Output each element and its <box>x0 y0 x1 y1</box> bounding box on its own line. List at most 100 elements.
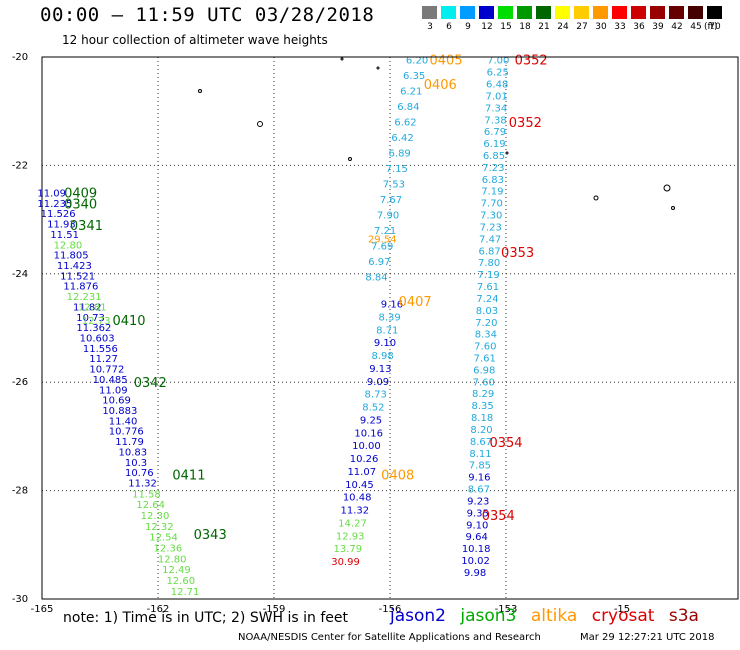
wave-height-value: 10.485 <box>93 375 128 386</box>
wave-height-value: 11.58 <box>132 489 161 500</box>
wave-height-value: 11.07 <box>347 467 376 478</box>
wave-height-value: 8.35 <box>471 401 493 412</box>
wave-height-value: 9.16 <box>468 473 490 484</box>
satellite-legend: jason2 jason3 altika cryosat s3a <box>390 606 708 626</box>
color-swatch <box>555 6 570 19</box>
map-subtitle: 12 hour collection of altimeter wave hei… <box>62 33 328 47</box>
wave-height-value: 7.61 <box>474 353 496 364</box>
color-swatch <box>593 6 608 19</box>
wave-height-value: 7.70 <box>481 199 503 210</box>
color-swatch <box>422 6 437 19</box>
wave-height-value: 8.67 <box>468 485 490 496</box>
altimeter-tracks: 6.20 6.35 6.21 6.84 6.62 6.42 6.89 7.15 7.53 7.67… <box>37 56 509 598</box>
wave-height-value: 11.09 <box>99 385 128 396</box>
wave-height-value: 8.98 <box>372 351 394 362</box>
wave-height-value: 9.10 <box>466 520 488 531</box>
color-swatch <box>479 6 494 19</box>
wave-height-value: 6.85 <box>483 151 505 162</box>
island-outline <box>593 195 599 201</box>
island-outline <box>376 66 380 70</box>
wave-height-value: 7.34 <box>485 103 507 114</box>
wave-height-value: 9.16 <box>381 300 403 311</box>
wave-height-value: 10.83 <box>118 447 147 458</box>
color-swatch-label: 42 <box>671 22 683 32</box>
lat-tick-label: -22 <box>12 160 28 171</box>
wave-height-value: 12.49 <box>162 565 191 576</box>
wave-height-value: 7.60 <box>474 342 496 353</box>
wave-height-value: 6.48 <box>486 80 508 91</box>
color-swatch <box>441 6 456 19</box>
wave-height-value: 6.79 <box>484 127 506 138</box>
wave-height-value: 11.521 <box>60 271 95 282</box>
wave-height-value: 10.603 <box>80 333 115 344</box>
lon-tick-label: -162 <box>147 604 170 615</box>
lat-tick-label: -24 <box>12 269 28 280</box>
color-swatch <box>574 6 589 19</box>
wave-height-value: 12.54 <box>149 533 178 544</box>
wave-height-value: 7.23 <box>482 163 504 174</box>
wave-height-value: 10.776 <box>109 427 144 438</box>
island-outline <box>348 157 352 161</box>
lat-lon-grid: -165 -162 -159 -156 -153 -15 -20 -22 -24 -26 -28 -3… <box>12 52 738 615</box>
wave-height-value: 6.20 <box>406 56 428 67</box>
wave-height-value: 11.51 <box>50 230 79 241</box>
color-swatch-label: 3 <box>427 22 433 32</box>
wave-height-value: 6.21 <box>400 87 422 98</box>
pass-time-label: 0410 <box>112 314 145 329</box>
wave-height-value: 7.80 <box>478 258 500 269</box>
map-frame <box>41 56 739 600</box>
wave-height-value: 11.27 <box>89 354 118 365</box>
wave-height-value: 10.18 <box>462 544 491 555</box>
island-outline <box>671 206 675 210</box>
wave-height-value: 10.45 <box>345 480 374 491</box>
wave-height-value: 8.20 <box>470 425 492 436</box>
wave-height-value: 12.80 <box>158 554 187 565</box>
pass-time-label: 0406 <box>424 78 457 93</box>
wave-height-value: 6.89 <box>389 149 411 160</box>
wave-height-value: 8.03 <box>476 306 498 317</box>
wave-height-value: 9.35 <box>467 508 489 519</box>
wave-height-value: 13.79 <box>334 544 363 555</box>
wave-height-value: 12.231 <box>67 292 102 303</box>
color-swatch-label: 12 <box>481 22 493 32</box>
pass-time-label: 0352 <box>509 116 542 131</box>
wave-height-value: 7.30 <box>480 211 502 222</box>
wave-height-value: 10.772 <box>89 365 124 376</box>
wave-height-value: 7.24 <box>476 294 498 305</box>
wave-height-value: 9.13 <box>369 364 391 375</box>
wave-height-value: 7.60 <box>473 377 495 388</box>
island-outline <box>505 151 509 155</box>
color-swatch-label: 15 <box>500 22 512 32</box>
wave-height-value: 11.82 <box>73 302 102 313</box>
wave-height-value: 12.81 <box>78 302 107 313</box>
wave-height-value: 11.09 <box>37 189 66 200</box>
color-swatch-label: 18 <box>519 22 531 32</box>
color-swatch <box>669 6 684 19</box>
wave-height-value: 6.19 <box>483 139 505 150</box>
color-swatch <box>707 6 722 19</box>
wave-height-value: 7.90 <box>377 211 399 222</box>
wave-height-value: 12.73 <box>82 316 111 327</box>
color-swatch-label: 9 <box>465 22 471 32</box>
wave-height-value: 7.23 <box>480 222 502 233</box>
lon-tick-label: -15 <box>614 604 630 615</box>
lat-tick-label: -20 <box>12 52 28 63</box>
lon-tick-label: -165 <box>31 604 54 615</box>
wave-height-value: 7.67 <box>380 195 402 206</box>
color-swatch-label: 70 <box>709 22 721 32</box>
wave-height-value: 8.73 <box>365 390 387 401</box>
wave-height-value: 7.15 <box>386 164 408 175</box>
wave-height-value: 11.235 <box>37 199 72 210</box>
wave-height-value: 10.26 <box>350 454 379 465</box>
wave-height-value: 12.36 <box>154 544 183 555</box>
wave-height-value: 10.76 <box>125 468 154 479</box>
wave-height-value: 9.25 <box>360 415 382 426</box>
wave-height-value: 8.71 <box>376 325 398 336</box>
pass-time-label: 0340 <box>64 197 97 212</box>
lat-tick-label: -28 <box>12 486 28 497</box>
wave-height-value: 9.10 <box>374 338 396 349</box>
wave-height-value: 6.83 <box>482 175 504 186</box>
pass-time-label: 0341 <box>70 219 103 234</box>
color-swatch-label: 39 <box>652 22 664 32</box>
